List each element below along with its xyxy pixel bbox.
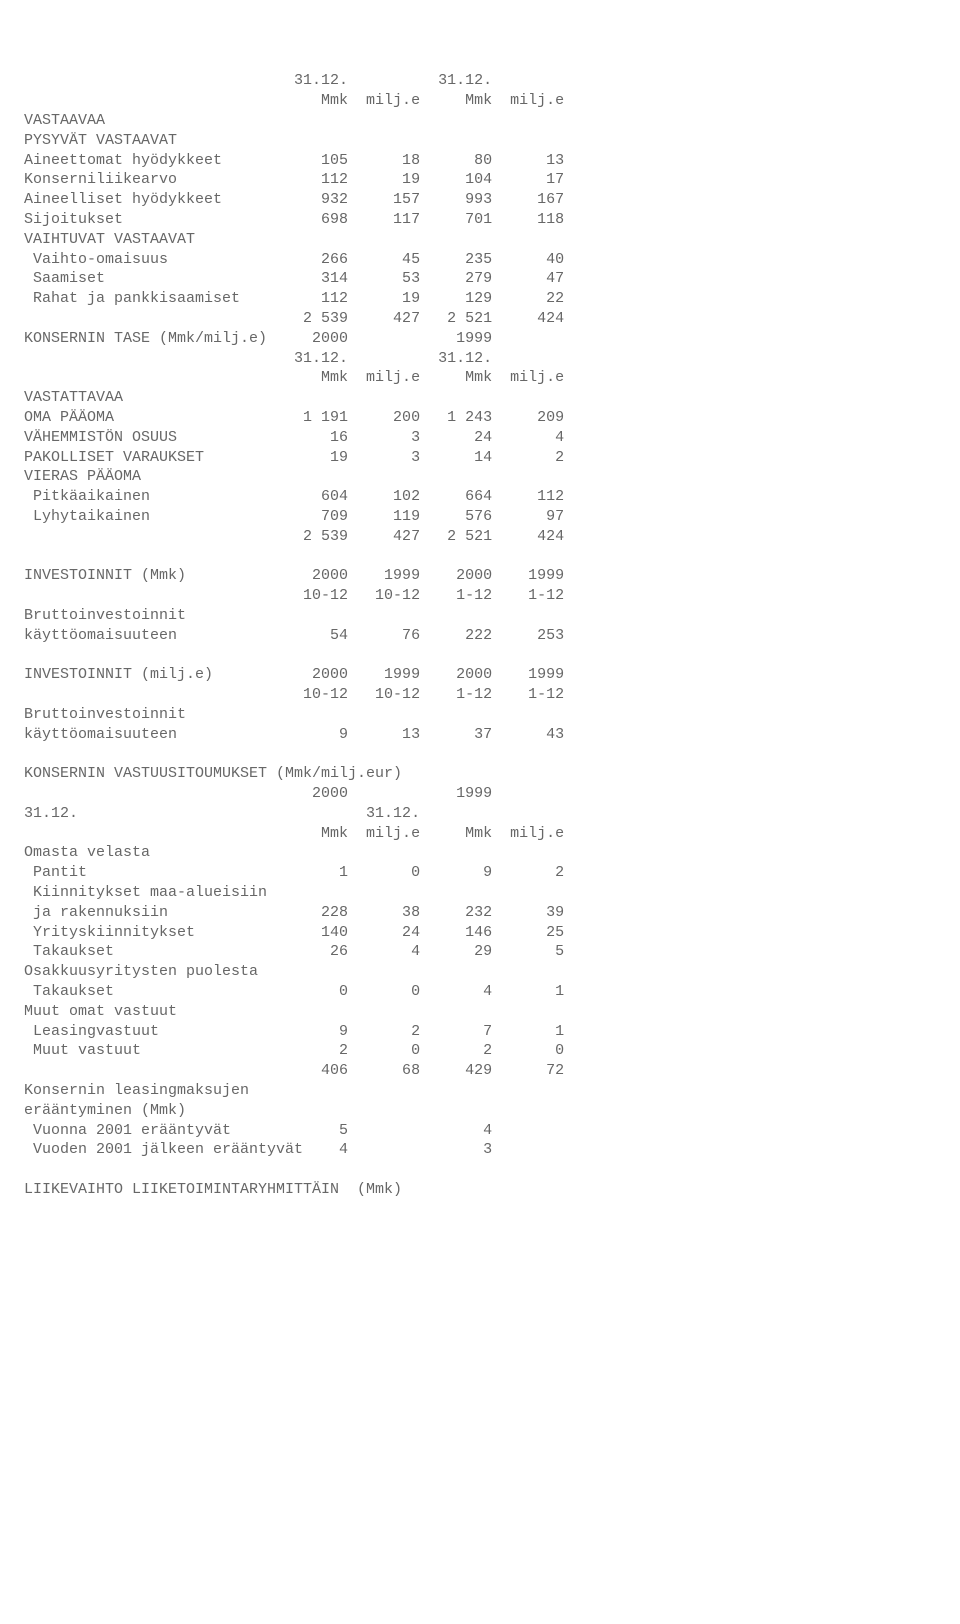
financial-statement: 31.12. 31.12. Mmk milj.e Mmk milj.e VAST… bbox=[24, 71, 936, 1199]
